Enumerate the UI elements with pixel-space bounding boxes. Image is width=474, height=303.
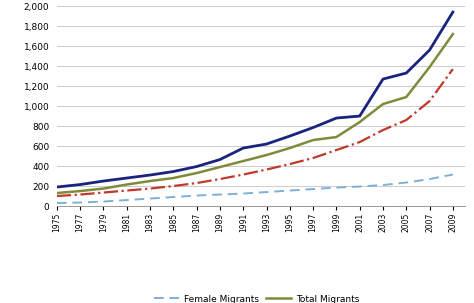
Total Migrants <box>124 183 129 186</box>
Total Migrants <box>54 191 60 195</box>
Total Population <box>334 116 339 120</box>
Total Migrants <box>264 153 269 157</box>
Total Migrants <box>240 159 246 163</box>
Total Population <box>77 183 83 186</box>
Total Migrants <box>310 138 316 142</box>
Male Migrants <box>77 193 83 196</box>
Total Population <box>264 142 269 146</box>
Total Migrants <box>357 120 363 124</box>
Total Migrants <box>77 189 83 193</box>
Total Migrants <box>450 32 456 36</box>
Female Migrants <box>217 193 223 196</box>
Female Migrants <box>310 187 316 191</box>
Line: Male Migrants: Male Migrants <box>57 69 453 196</box>
Total Population <box>450 10 456 14</box>
Female Migrants <box>427 177 432 181</box>
Male Migrants <box>334 148 339 152</box>
Male Migrants <box>450 67 456 71</box>
Total Population <box>124 176 129 180</box>
Total Migrants <box>334 135 339 139</box>
Female Migrants <box>171 195 176 199</box>
Male Migrants <box>264 168 269 171</box>
Male Migrants <box>287 162 292 166</box>
Line: Female Migrants: Female Migrants <box>57 175 453 203</box>
Male Migrants <box>194 181 200 185</box>
Female Migrants <box>357 185 363 188</box>
Male Migrants <box>403 118 409 122</box>
Male Migrants <box>310 156 316 160</box>
Line: Total Migrants: Total Migrants <box>57 34 453 193</box>
Female Migrants <box>264 190 269 194</box>
Total Population <box>240 146 246 150</box>
Total Population <box>287 134 292 138</box>
Total Migrants <box>287 146 292 150</box>
Legend: Female Migrants, Male Migrants, Total Migrants, Total Population: Female Migrants, Male Migrants, Total Mi… <box>154 295 367 303</box>
Female Migrants <box>147 197 153 200</box>
Total Migrants <box>171 176 176 180</box>
Total Population <box>427 48 432 52</box>
Male Migrants <box>54 194 60 198</box>
Male Migrants <box>357 140 363 144</box>
Total Population <box>100 179 106 183</box>
Male Migrants <box>240 173 246 176</box>
Female Migrants <box>287 189 292 192</box>
Total Population <box>380 77 386 81</box>
Total Population <box>310 126 316 129</box>
Male Migrants <box>217 177 223 181</box>
Total Population <box>217 158 223 161</box>
Total Migrants <box>100 187 106 190</box>
Total Population <box>171 170 176 173</box>
Total Migrants <box>217 165 223 169</box>
Female Migrants <box>240 192 246 195</box>
Male Migrants <box>124 189 129 192</box>
Female Migrants <box>77 201 83 204</box>
Female Migrants <box>450 173 456 176</box>
Male Migrants <box>100 191 106 194</box>
Female Migrants <box>334 186 339 189</box>
Total Migrants <box>380 102 386 106</box>
Total Population <box>194 165 200 168</box>
Total Population <box>403 71 409 75</box>
Total Population <box>357 114 363 118</box>
Total Migrants <box>194 171 200 175</box>
Male Migrants <box>380 128 386 132</box>
Female Migrants <box>124 198 129 202</box>
Total Migrants <box>147 179 153 183</box>
Female Migrants <box>54 201 60 205</box>
Line: Total Population: Total Population <box>57 12 453 187</box>
Female Migrants <box>194 194 200 197</box>
Total Migrants <box>427 65 432 69</box>
Total Migrants <box>403 95 409 99</box>
Male Migrants <box>171 184 176 188</box>
Female Migrants <box>100 200 106 203</box>
Female Migrants <box>380 183 386 187</box>
Male Migrants <box>147 187 153 190</box>
Total Population <box>54 185 60 189</box>
Female Migrants <box>403 181 409 184</box>
Male Migrants <box>427 99 432 103</box>
Total Population <box>147 173 153 177</box>
